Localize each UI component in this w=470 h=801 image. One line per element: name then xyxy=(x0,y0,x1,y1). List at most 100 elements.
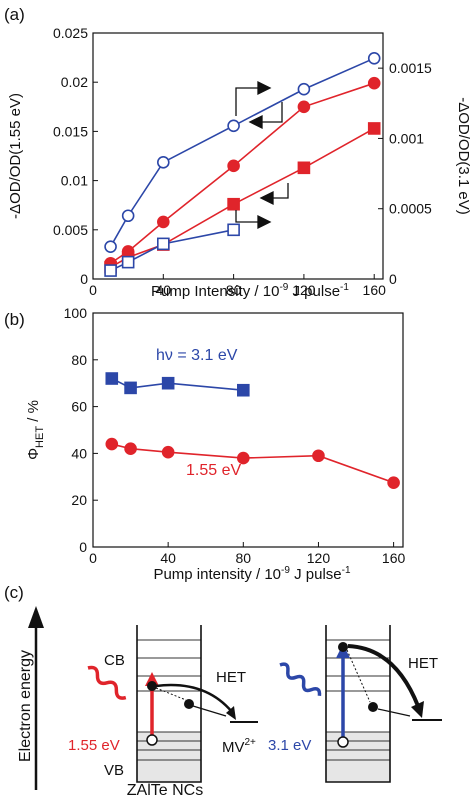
data-point-filled-square xyxy=(297,161,311,175)
data-point-filled-circle xyxy=(312,449,325,463)
panel-b-y-axis-title: ΦHET / % xyxy=(25,400,46,460)
arrow-filled-square-left-axis xyxy=(273,183,289,199)
relaxed-electron xyxy=(368,702,378,712)
panel-a-frame xyxy=(92,32,384,280)
x-title-exp: -9 xyxy=(279,282,288,293)
x-tick-label: 80 xyxy=(226,282,242,298)
data-point-filled-circle xyxy=(387,476,400,489)
energy-axis-label: Electron energy xyxy=(17,650,34,762)
y-tick-label-right: 0.0015 xyxy=(389,60,432,76)
blue-photon-label: 3.1 eV xyxy=(268,737,311,754)
data-point-filled-circle xyxy=(161,445,175,459)
panel-b-label: (b) xyxy=(4,310,25,329)
y-title-sub: HET xyxy=(34,426,46,448)
data-point-open-circle xyxy=(104,240,117,253)
x-title-main: Pump intensity / 10 xyxy=(153,566,281,583)
arrow-head xyxy=(257,214,272,230)
het-arrow-weak xyxy=(377,708,411,717)
data-point-filled-circle xyxy=(367,76,381,90)
material-label: ZAlTe NCs xyxy=(127,782,203,799)
data-point-filled-square xyxy=(105,372,119,385)
panel-a-x-axis-title: Pump Intensity / 10-9 J pulse-1 xyxy=(151,282,349,300)
series-line-open-square xyxy=(110,229,234,272)
panel-b-x-ticks: 0 40 80 120 160 xyxy=(89,542,405,566)
y-tick-label: 100 xyxy=(64,305,88,321)
data-point-open-square xyxy=(104,264,117,277)
arrow-open-circle-right-axis xyxy=(235,87,258,116)
y-title-unit: / % xyxy=(25,400,42,426)
panel-b-y-ticks: 0 20 40 60 80 100 xyxy=(64,305,98,555)
panel-a-x-ticks: 0 40 80 120 160 xyxy=(89,274,386,298)
cb-label: CB xyxy=(104,652,125,669)
data-point-open-circle xyxy=(367,52,381,65)
y-tick-label-right: 0.001 xyxy=(389,130,424,146)
series-line-filled-circle xyxy=(111,443,394,484)
data-point-filled-circle xyxy=(124,442,137,456)
panel-a-axis-arrows xyxy=(235,80,289,230)
mv-charge: 2+ xyxy=(245,737,257,748)
data-point-filled-square xyxy=(237,383,250,397)
red-photon-wave xyxy=(87,665,127,700)
left-nanocrystal: CB VB HET MV2+ 1.55 eV ZAlTe NCs xyxy=(68,625,258,799)
y-tick-label-left: 0.01 xyxy=(61,173,88,189)
relaxation-path xyxy=(155,687,187,701)
panel-a-left-y-title: -ΔOD/OD(1.55 eV) xyxy=(7,93,24,219)
data-point-filled-square xyxy=(124,381,137,395)
data-point-filled-circle xyxy=(105,437,119,451)
electron xyxy=(147,681,157,691)
data-point-filled-circle xyxy=(157,215,170,229)
data-point-filled-square xyxy=(227,197,240,211)
x-tick-label: 80 xyxy=(236,550,252,566)
y-tick-label-left: 0.005 xyxy=(53,222,88,238)
het-arrowhead xyxy=(411,701,424,718)
hole xyxy=(146,734,158,746)
panel-a-right-y-title: -ΔOD/OD(3.1 eV) xyxy=(455,97,470,215)
arrow-head xyxy=(248,114,263,130)
annotation-red: 1.55 eV xyxy=(186,462,241,479)
x-tick-label: 120 xyxy=(292,282,316,298)
panel-a-series xyxy=(104,52,381,277)
left-nc-outline xyxy=(136,625,202,783)
data-point-open-circle xyxy=(297,82,311,96)
panel-c-label: (c) xyxy=(4,583,24,602)
series-line-filled-circle xyxy=(110,82,375,264)
y-tick-label: 40 xyxy=(71,445,87,461)
hot-electron xyxy=(338,642,348,652)
panel-b-frame xyxy=(92,312,404,548)
panel-a-chart: 0 40 80 120 160 0 0.005 0.01 0.015 0.02 0.025 0 0.… xyxy=(7,25,470,300)
mv-text: MV xyxy=(222,739,245,756)
data-point-open-circle xyxy=(121,209,135,223)
het-label-right: HET xyxy=(408,655,438,672)
series-line-filled-square xyxy=(110,127,375,268)
y-tick-label: 80 xyxy=(71,352,87,368)
x-title-main: Pump Intensity / 10 xyxy=(151,283,279,300)
data-point-open-circle xyxy=(157,156,170,169)
right-nc-outline xyxy=(325,625,391,783)
x-tick-label: 160 xyxy=(363,282,387,298)
x-tick-label: 40 xyxy=(160,550,176,566)
data-point-open-square xyxy=(121,255,135,269)
data-point-filled-circle xyxy=(297,100,311,114)
right-nanocrystal: HET 3.1 eV xyxy=(268,625,442,783)
x-tick-label: 160 xyxy=(382,550,406,566)
het-arrow xyxy=(347,644,420,707)
arrow-head xyxy=(259,190,274,206)
data-point-open-square xyxy=(227,223,240,237)
data-point-filled-square xyxy=(161,376,175,390)
data-point-filled-circle xyxy=(237,451,250,465)
x-title-unit-exp: -1 xyxy=(340,282,349,293)
panel-a-label: (a) xyxy=(4,5,25,24)
data-point-open-square xyxy=(157,237,170,251)
x-title-unit: J pulse xyxy=(290,566,342,583)
y-tick-label: 0 xyxy=(79,539,87,555)
het-arrow-weak xyxy=(192,705,227,717)
data-point-open-circle xyxy=(227,119,240,133)
panel-a-y-ticks-left: 0 0.005 0.01 0.015 0.02 0.025 xyxy=(53,25,98,287)
data-point-filled-circle xyxy=(227,159,240,173)
x-title-exp: -9 xyxy=(281,565,290,576)
panel-b-chart: 0 40 80 120 160 0 20 40 60 80 100 hν = 3.1 eV 1.5… xyxy=(25,305,405,583)
vb-label: VB xyxy=(104,762,124,779)
panel-a-y-ticks-right: 0 0.0005 0.001 0.0015 xyxy=(378,60,432,287)
blue-photon-wave xyxy=(279,662,322,696)
annotation-blue: hν = 3.1 eV xyxy=(156,347,238,364)
